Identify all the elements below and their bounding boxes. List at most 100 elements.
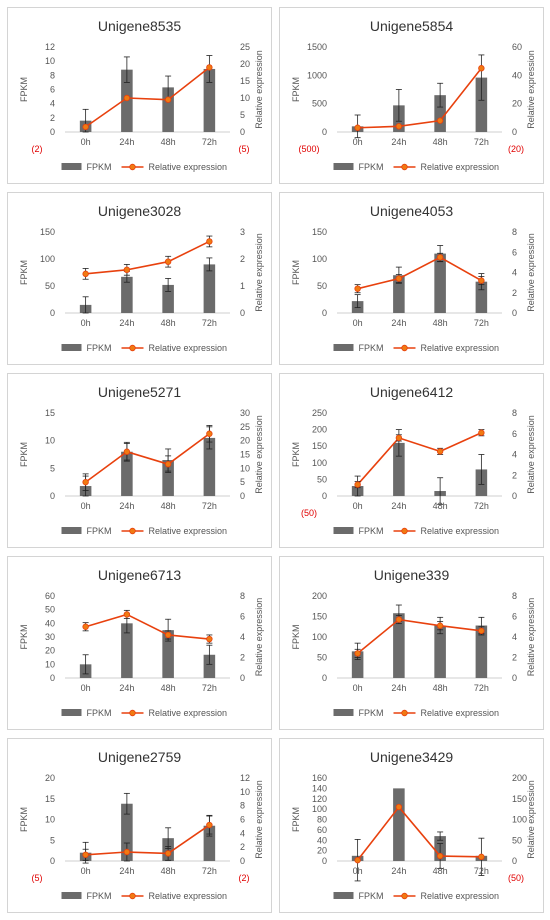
legend-line-label: Relative expression xyxy=(149,891,228,901)
chart-title: Unigene339 xyxy=(374,567,450,583)
line-point xyxy=(354,650,361,657)
bar-fpkm xyxy=(203,68,216,132)
bar-fpkm xyxy=(393,613,405,678)
line-relative-expression xyxy=(357,67,483,129)
y-tick-label: 0 xyxy=(50,856,55,866)
y2-tick-label: 2 xyxy=(512,470,517,480)
y2-tick-label: 10 xyxy=(240,463,250,473)
legend-bar-label: FPKM xyxy=(87,708,112,718)
y-tick-label: 20 xyxy=(45,646,55,656)
y-tick-label: 100 xyxy=(312,254,327,264)
y2-axis-label: Relative expression xyxy=(254,50,264,129)
line-point xyxy=(82,270,89,278)
legend-line-label: Relative expression xyxy=(149,162,228,172)
legend-bar-label: FPKM xyxy=(359,891,384,901)
y-tick-label: 0 xyxy=(50,308,55,318)
y2-negative-label: (50) xyxy=(508,873,524,883)
legend-bar-label: FPKM xyxy=(87,162,112,172)
chart-frame xyxy=(7,556,272,730)
y2-tick-label: 30 xyxy=(240,408,250,418)
y-tick-label: 150 xyxy=(312,612,327,622)
legend-bar-label: FPKM xyxy=(87,526,112,536)
chart-title: Unigene5271 xyxy=(98,384,182,400)
y-tick-label: 20 xyxy=(45,773,55,783)
bar-fpkm xyxy=(475,625,488,678)
y-tick-label: 50 xyxy=(317,281,327,291)
x-tick-label: 24h xyxy=(391,683,406,693)
line-point xyxy=(206,238,213,245)
y-tick-label: 12 xyxy=(45,42,55,52)
chart-title: Unigene4053 xyxy=(370,203,454,219)
y2-axis-label: Relative expression xyxy=(254,780,264,859)
bar-fpkm xyxy=(393,788,405,861)
chart-panel: Unigene8535 FPKM Relative expression 0 2 4 6 8 1… xyxy=(7,7,272,184)
y-tick-label: 500 xyxy=(312,99,327,109)
chart-svg: Unigene4053 FPKM Relative expression 0 50 100… xyxy=(279,192,544,365)
y2-tick-label: 2 xyxy=(240,653,245,663)
y2-tick-label: 200 xyxy=(512,773,527,783)
x-tick-label: 24h xyxy=(119,318,134,328)
y-negative-label: (500) xyxy=(298,144,319,154)
bar-fpkm xyxy=(162,87,174,132)
line-relative-expression xyxy=(357,618,482,655)
y-tick-label: 100 xyxy=(312,632,327,642)
y2-tick-label: 25 xyxy=(240,42,250,52)
bar-fpkm xyxy=(475,281,488,313)
line-relative-expression xyxy=(85,240,210,275)
legend-line-label: Relative expression xyxy=(149,343,228,353)
line-point xyxy=(354,124,361,131)
y2-tick-label: 25 xyxy=(240,422,250,432)
bar-fpkm xyxy=(203,264,216,313)
legend-bar-swatch xyxy=(61,709,82,716)
legend-line-marker xyxy=(401,163,408,171)
y2-tick-label: 8 xyxy=(240,591,245,601)
y-tick-label: 150 xyxy=(40,227,55,237)
y2-tick-label: 5 xyxy=(240,110,245,120)
line-point xyxy=(164,96,172,103)
y2-tick-label: 6 xyxy=(512,247,517,257)
line-relative-expression xyxy=(85,613,210,640)
line-point xyxy=(164,850,172,857)
y-negative-label: (5) xyxy=(32,873,43,883)
y-tick-label: 50 xyxy=(317,653,327,663)
chart-svg: Unigene8535 FPKM Relative expression 0 2 4 6 8 1… xyxy=(7,7,272,184)
y2-tick-label: 10 xyxy=(240,787,250,797)
legend-bar-label: FPKM xyxy=(359,526,384,536)
x-tick-label: 24h xyxy=(391,137,406,147)
y2-tick-label: 0 xyxy=(512,673,517,683)
y2-tick-label: 0 xyxy=(240,856,245,866)
bar-fpkm xyxy=(434,95,446,132)
bar-fpkm xyxy=(162,284,174,313)
chart-frame xyxy=(279,373,544,548)
y2-tick-label: 4 xyxy=(512,632,517,642)
chart-frame xyxy=(279,556,544,730)
y2-tick-label: 0 xyxy=(512,856,517,866)
bar-fpkm xyxy=(121,803,133,861)
bar-fpkm xyxy=(121,276,133,313)
y2-tick-label: 8 xyxy=(512,408,517,418)
legend-line-marker xyxy=(401,709,408,717)
y2-tick-label: 50 xyxy=(512,835,522,845)
bar-fpkm xyxy=(203,437,216,496)
y-axis-label: FPKM xyxy=(291,260,301,285)
chart-frame xyxy=(7,7,272,184)
line-point xyxy=(478,277,485,284)
bar-fpkm xyxy=(475,77,488,132)
y-tick-label: 0 xyxy=(50,491,55,501)
y-tick-label: 20 xyxy=(317,846,327,856)
y-tick-label: 4 xyxy=(50,99,55,109)
x-tick-label: 72h xyxy=(202,501,217,511)
y2-tick-label: 0 xyxy=(512,491,517,501)
y-axis-label: FPKM xyxy=(291,442,301,467)
y2-negative-label: (5) xyxy=(239,144,250,154)
legend-line-marker xyxy=(129,344,136,352)
chart-frame xyxy=(7,192,272,365)
y-tick-label: 120 xyxy=(312,794,327,804)
line-point xyxy=(436,448,444,455)
x-tick-label: 0h xyxy=(353,318,363,328)
chart-panel: Unigene3429 FPKM Relative expression 0 20 40 6… xyxy=(279,738,544,913)
x-tick-label: 0h xyxy=(353,137,363,147)
y2-tick-label: 20 xyxy=(240,59,250,69)
